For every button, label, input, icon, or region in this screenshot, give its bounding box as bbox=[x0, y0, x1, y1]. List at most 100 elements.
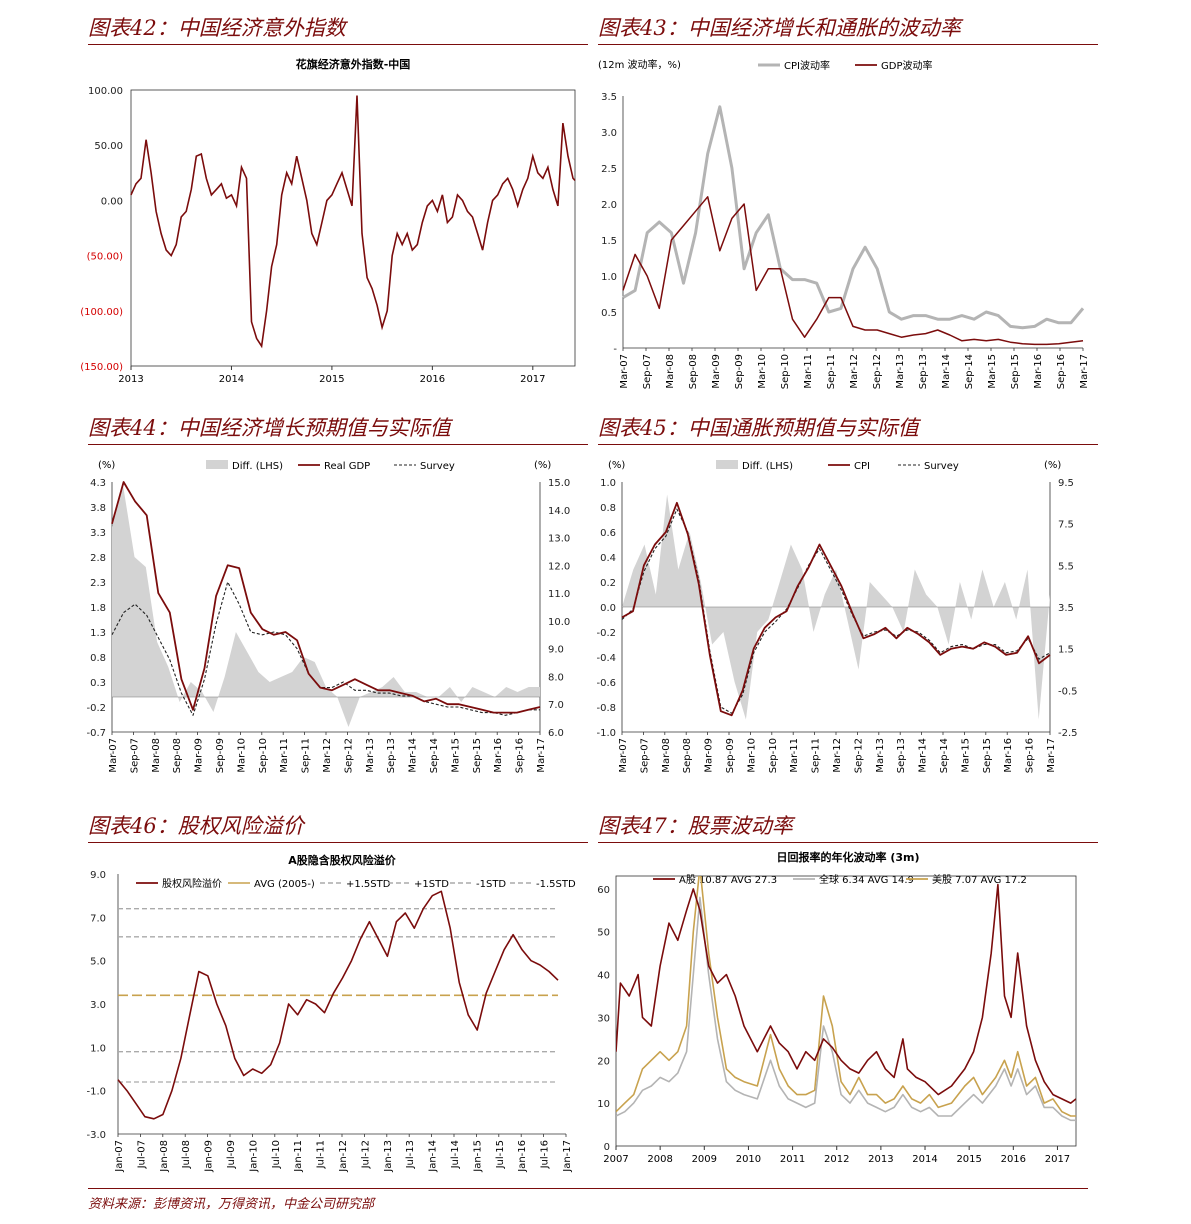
y-tick-label: 0.4 bbox=[600, 553, 616, 564]
y-tick-label: 2.3 bbox=[90, 578, 106, 589]
x-tick-label: Mar-11 bbox=[803, 354, 814, 389]
growth-inflation-volatility-chart: (12m 波动率，%) CPI波动率 GDP波动率 3.5 3.0 2.5 2.0 1.5 1.… bbox=[598, 58, 1090, 389]
x-tick-label: Jan-17 bbox=[562, 1140, 573, 1173]
y-tick-label: 7.5 bbox=[1058, 520, 1074, 531]
legend-label: Survey bbox=[420, 461, 455, 472]
x-tick-label: Jul-14 bbox=[450, 1140, 461, 1169]
y-tick-label: 3.3 bbox=[90, 528, 106, 539]
y-tick-label: 5.0 bbox=[90, 957, 106, 968]
x-tick-label: Sep-09 bbox=[725, 738, 736, 773]
x-tick-label: Sep-16 bbox=[1056, 354, 1067, 389]
x-tick-label: Sep-08 bbox=[172, 738, 183, 773]
x-tick-label: 2014 bbox=[219, 374, 244, 385]
x-tick-label: Sep-11 bbox=[826, 354, 837, 389]
y-tick-label: 1.3 bbox=[90, 628, 106, 639]
x-tick-label: Sep-15 bbox=[1010, 354, 1021, 389]
panel-cpi-expectation: 图表45：中国通胀预期值与实际值 (%) (%) Diff. (LHS) CPI Sur… bbox=[596, 414, 1098, 794]
y-tick-label: 1.5 bbox=[601, 236, 617, 247]
y-tick-label: 5.5 bbox=[1058, 561, 1074, 572]
x-tick-label: Mar-08 bbox=[661, 738, 672, 773]
survey-line bbox=[621, 508, 1051, 714]
x-tick-label: Sep-10 bbox=[768, 738, 779, 773]
right-unit-label: (%) bbox=[1044, 460, 1061, 471]
x-tick-label: Mar-09 bbox=[704, 738, 715, 773]
x-tick-label: Jan-13 bbox=[383, 1140, 394, 1173]
x-tick-label: Sep-14 bbox=[964, 354, 975, 389]
y-tick-label: 0.8 bbox=[90, 653, 106, 664]
y-tick-label: -0.2 bbox=[596, 628, 616, 639]
x-tick-label: Mar-13 bbox=[895, 354, 906, 389]
left-unit-label: (%) bbox=[98, 460, 115, 471]
x-tick-label: Mar-07 bbox=[108, 738, 119, 773]
panel-volatility: 图表43：中国经济增长和通胀的波动率 (12m 波动率，%) CPI波动率 GDP波… bbox=[598, 14, 1098, 394]
y-tick-label: 0.6 bbox=[600, 528, 616, 539]
x-tick-label: 2016 bbox=[1001, 1154, 1026, 1165]
y-tick-label: 4.3 bbox=[90, 478, 106, 489]
y-tick-label: 9.0 bbox=[548, 645, 564, 656]
y-tick-label: 15.0 bbox=[548, 478, 570, 489]
y-tick-label: 1.0 bbox=[90, 1043, 106, 1054]
legend-label: +1STD bbox=[414, 879, 449, 890]
x-tick-label: Mar-11 bbox=[789, 738, 800, 773]
y-tick-label: 0.8 bbox=[600, 503, 616, 514]
x-tick-label: Mar-10 bbox=[236, 738, 247, 773]
x-tick-label: Jul-12 bbox=[360, 1140, 371, 1169]
panel-title: 图表43：中国经济增长和通胀的波动率 bbox=[598, 14, 1098, 45]
series-line bbox=[616, 883, 1076, 1104]
legend-label: +1.5STD bbox=[346, 879, 391, 890]
y-tick-label: 3.5 bbox=[1058, 603, 1074, 614]
x-tick-label: Jul-16 bbox=[540, 1140, 551, 1169]
x-tick-label: Sep-09 bbox=[215, 738, 226, 773]
x-tick-label: Sep-07 bbox=[642, 354, 653, 389]
y-tick-label: -0.6 bbox=[596, 678, 616, 689]
x-tick-label: Jan-14 bbox=[428, 1140, 439, 1173]
series-line bbox=[117, 890, 559, 1120]
x-tick-label: Sep-09 bbox=[734, 354, 745, 389]
x-tick-label: Sep-14 bbox=[429, 738, 440, 773]
panel-title: 图表42：中国经济意外指数 bbox=[88, 14, 588, 45]
actual-line bbox=[621, 501, 1051, 717]
x-tick-label: Mar-10 bbox=[757, 354, 768, 389]
x-tick-label: 2012 bbox=[824, 1154, 849, 1165]
x-tick-label: Mar-11 bbox=[279, 738, 290, 773]
x-tick-label: 2017 bbox=[1045, 1154, 1070, 1165]
x-tick-label: Sep-15 bbox=[472, 738, 483, 773]
diff-area bbox=[112, 487, 540, 727]
y-tick-label: 9.5 bbox=[1058, 478, 1074, 489]
x-tick-label: Sep-15 bbox=[982, 738, 993, 773]
legend-label: AVG (2005-) bbox=[254, 879, 315, 890]
x-tick-label: Mar-15 bbox=[987, 354, 998, 389]
panel-gdp-expectation: 图表44：中国经济增长预期值与实际值 (%) (%) Diff. (LHS) Real… bbox=[86, 414, 588, 794]
y-tick-label: 1.8 bbox=[90, 603, 106, 614]
y-tick-label: 3.0 bbox=[601, 128, 617, 139]
series-line bbox=[622, 196, 1084, 346]
legend-label: Survey bbox=[924, 461, 959, 472]
gdp-expected-vs-actual-chart: (%) (%) Diff. (LHS) Real GDP Survey 4.3 3.8 3.3… bbox=[86, 460, 570, 773]
y-tick-label: 50 bbox=[597, 928, 610, 939]
y-tick-label: 3.5 bbox=[601, 92, 617, 103]
y-tick-label: - bbox=[613, 344, 617, 355]
y-tick-label: 11.0 bbox=[548, 589, 570, 600]
panel-title: 图表47：股票波动率 bbox=[598, 812, 1098, 843]
x-tick-label: Mar-07 bbox=[618, 738, 629, 773]
series-line bbox=[616, 896, 1076, 1122]
x-tick-label: Mar-16 bbox=[1033, 354, 1044, 389]
x-tick-label: Sep-08 bbox=[688, 354, 699, 389]
y-tick-label: -0.8 bbox=[596, 703, 616, 714]
panel-economic-surprise: 图表42：中国经济意外指数 花旗经济意外指数-中国 100.00 50.00 0.00… bbox=[80, 14, 588, 385]
x-tick-label: Sep-12 bbox=[872, 354, 883, 389]
y-tick-label: 100.00 bbox=[88, 86, 123, 97]
y-tick-label: 8.0 bbox=[548, 672, 564, 683]
y-tick-label: 13.0 bbox=[548, 534, 570, 545]
x-tick-label: Sep-08 bbox=[682, 738, 693, 773]
y-tick-label: 10.0 bbox=[548, 617, 570, 628]
x-tick-label: Mar-14 bbox=[941, 354, 952, 389]
y-tick-label: -0.5 bbox=[1058, 686, 1078, 697]
x-tick-label: Sep-12 bbox=[853, 738, 864, 773]
x-tick-label: Jan-07 bbox=[114, 1140, 125, 1173]
x-tick-label: Jan-15 bbox=[472, 1140, 483, 1173]
legend-label: 美股 7.07 AVG 17.2 bbox=[932, 873, 1027, 886]
x-tick-label: Sep-16 bbox=[1025, 738, 1036, 773]
right-unit-label: (%) bbox=[534, 460, 551, 471]
y-tick-label: -3.0 bbox=[86, 1130, 106, 1141]
